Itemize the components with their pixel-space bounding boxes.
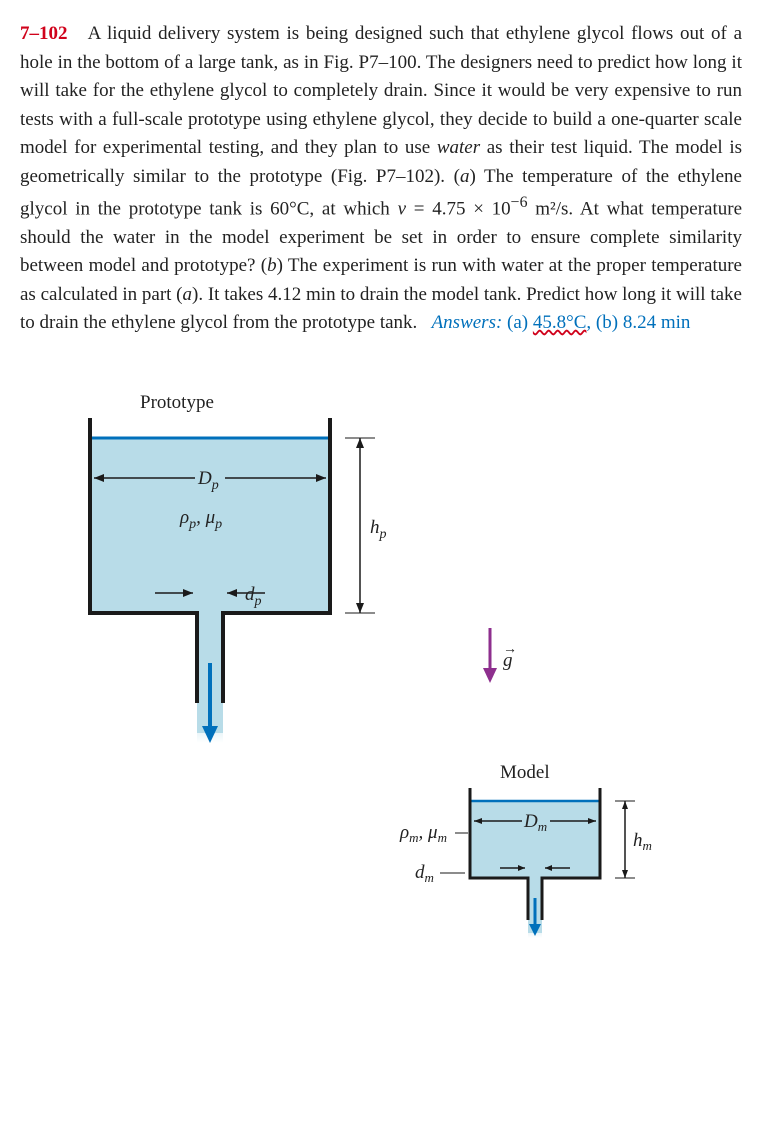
model-group: Model Dm ρm, μm dm hm (399, 762, 652, 938)
figure-svg: Prototype Dp ρp, μp dp hp (20, 378, 742, 938)
g-vector: → g (483, 628, 517, 683)
answer-a: 45.8°C (533, 312, 587, 333)
model-dm-label: dm (415, 862, 434, 885)
g-letter: g (503, 650, 513, 671)
model-hm-label: hm (633, 830, 652, 853)
problem-number: 7–102 (20, 23, 68, 44)
model-hm-ab (622, 870, 628, 878)
b-label: b (267, 255, 277, 276)
a-label-2: a (183, 284, 193, 305)
model-rho-mu: ρm, μm (399, 822, 447, 845)
answer-a-label: (a) (507, 312, 533, 333)
proto-hp-arr-b (356, 603, 364, 613)
prototype-label: Prototype (140, 392, 214, 413)
figure: Prototype Dp ρp, μp dp hp (20, 378, 742, 938)
nu-eq: = 4.75 × 10 (406, 198, 511, 219)
proto-hp-arr-t (356, 438, 364, 448)
g-head (483, 668, 497, 683)
prototype-group: Prototype Dp ρp, μp dp hp (90, 392, 387, 743)
problem-text: 7–102 A liquid delivery system is being … (20, 20, 742, 338)
answers-label: Answers: (432, 312, 503, 333)
model-label: Model (500, 762, 550, 783)
nu-exp: −6 (511, 194, 528, 211)
nu-sym: ν (398, 198, 406, 219)
model-hm-at (622, 801, 628, 809)
proto-hp-label: hp (370, 517, 387, 542)
water-word: water (437, 137, 480, 158)
answer-b: , (b) 8.24 min (586, 312, 690, 333)
